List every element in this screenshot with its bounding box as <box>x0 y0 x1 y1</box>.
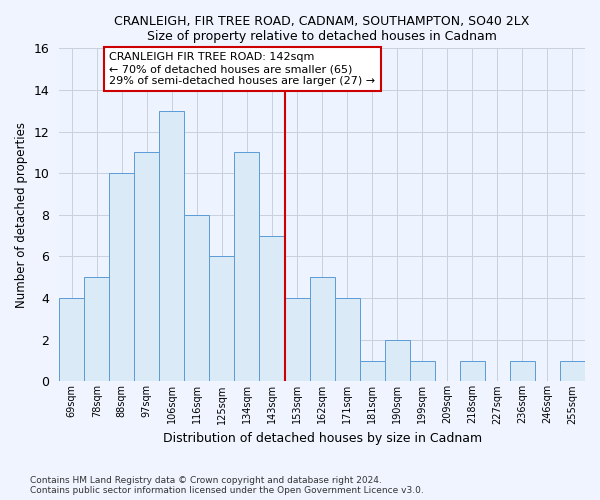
Bar <box>259 236 284 382</box>
Bar <box>134 152 160 382</box>
Bar <box>385 340 410 382</box>
Title: CRANLEIGH, FIR TREE ROAD, CADNAM, SOUTHAMPTON, SO40 2LX
Size of property relativ: CRANLEIGH, FIR TREE ROAD, CADNAM, SOUTHA… <box>115 15 530 43</box>
Bar <box>84 278 109 382</box>
Bar <box>284 298 310 382</box>
Bar <box>460 360 485 382</box>
Bar <box>109 173 134 382</box>
Bar <box>359 360 385 382</box>
Bar <box>560 360 585 382</box>
Bar <box>335 298 359 382</box>
Text: Contains HM Land Registry data © Crown copyright and database right 2024.
Contai: Contains HM Land Registry data © Crown c… <box>30 476 424 495</box>
Y-axis label: Number of detached properties: Number of detached properties <box>15 122 28 308</box>
Bar <box>310 278 335 382</box>
Bar <box>410 360 435 382</box>
Bar <box>160 111 184 382</box>
X-axis label: Distribution of detached houses by size in Cadnam: Distribution of detached houses by size … <box>163 432 482 445</box>
Text: CRANLEIGH FIR TREE ROAD: 142sqm
← 70% of detached houses are smaller (65)
29% of: CRANLEIGH FIR TREE ROAD: 142sqm ← 70% of… <box>109 52 376 86</box>
Bar <box>59 298 84 382</box>
Bar <box>184 215 209 382</box>
Bar <box>209 256 235 382</box>
Bar <box>510 360 535 382</box>
Bar <box>235 152 259 382</box>
